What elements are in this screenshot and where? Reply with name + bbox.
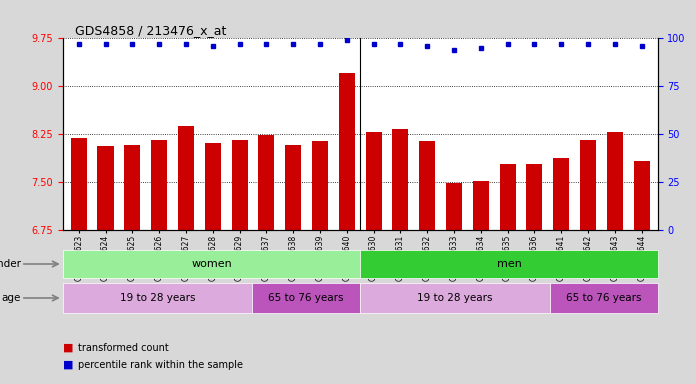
Bar <box>205 143 221 230</box>
Bar <box>125 145 141 230</box>
Text: ■: ■ <box>63 343 73 353</box>
Text: age: age <box>1 293 21 303</box>
Bar <box>63 283 252 313</box>
Bar <box>97 146 113 230</box>
Bar <box>365 132 381 230</box>
Text: men: men <box>496 259 521 269</box>
Bar <box>550 283 658 313</box>
Bar <box>500 164 516 230</box>
Bar <box>63 250 361 278</box>
Bar <box>526 164 542 230</box>
Bar <box>252 283 361 313</box>
Text: 65 to 76 years: 65 to 76 years <box>269 293 344 303</box>
Text: 65 to 76 years: 65 to 76 years <box>566 293 642 303</box>
Bar <box>361 283 550 313</box>
Text: transformed count: transformed count <box>78 343 168 353</box>
Text: GDS4858 / 213476_x_at: GDS4858 / 213476_x_at <box>74 24 226 37</box>
Bar <box>232 139 248 230</box>
Bar <box>393 129 409 230</box>
Text: women: women <box>191 259 232 269</box>
Bar <box>312 141 328 230</box>
Bar <box>553 158 569 230</box>
Bar <box>151 140 167 230</box>
Bar <box>607 132 623 230</box>
Bar <box>285 145 301 230</box>
Text: 19 to 28 years: 19 to 28 years <box>120 293 195 303</box>
Text: gender: gender <box>0 259 21 269</box>
Text: ■: ■ <box>63 360 73 370</box>
Text: percentile rank within the sample: percentile rank within the sample <box>78 360 243 370</box>
Bar <box>580 140 596 230</box>
Bar <box>71 138 87 230</box>
Bar <box>473 181 489 230</box>
Bar <box>446 183 462 230</box>
Bar <box>258 135 274 230</box>
Bar <box>178 126 194 230</box>
Bar <box>361 250 658 278</box>
Text: 19 to 28 years: 19 to 28 years <box>417 293 493 303</box>
Bar <box>633 161 649 230</box>
Bar <box>419 141 435 230</box>
Bar <box>339 73 355 230</box>
